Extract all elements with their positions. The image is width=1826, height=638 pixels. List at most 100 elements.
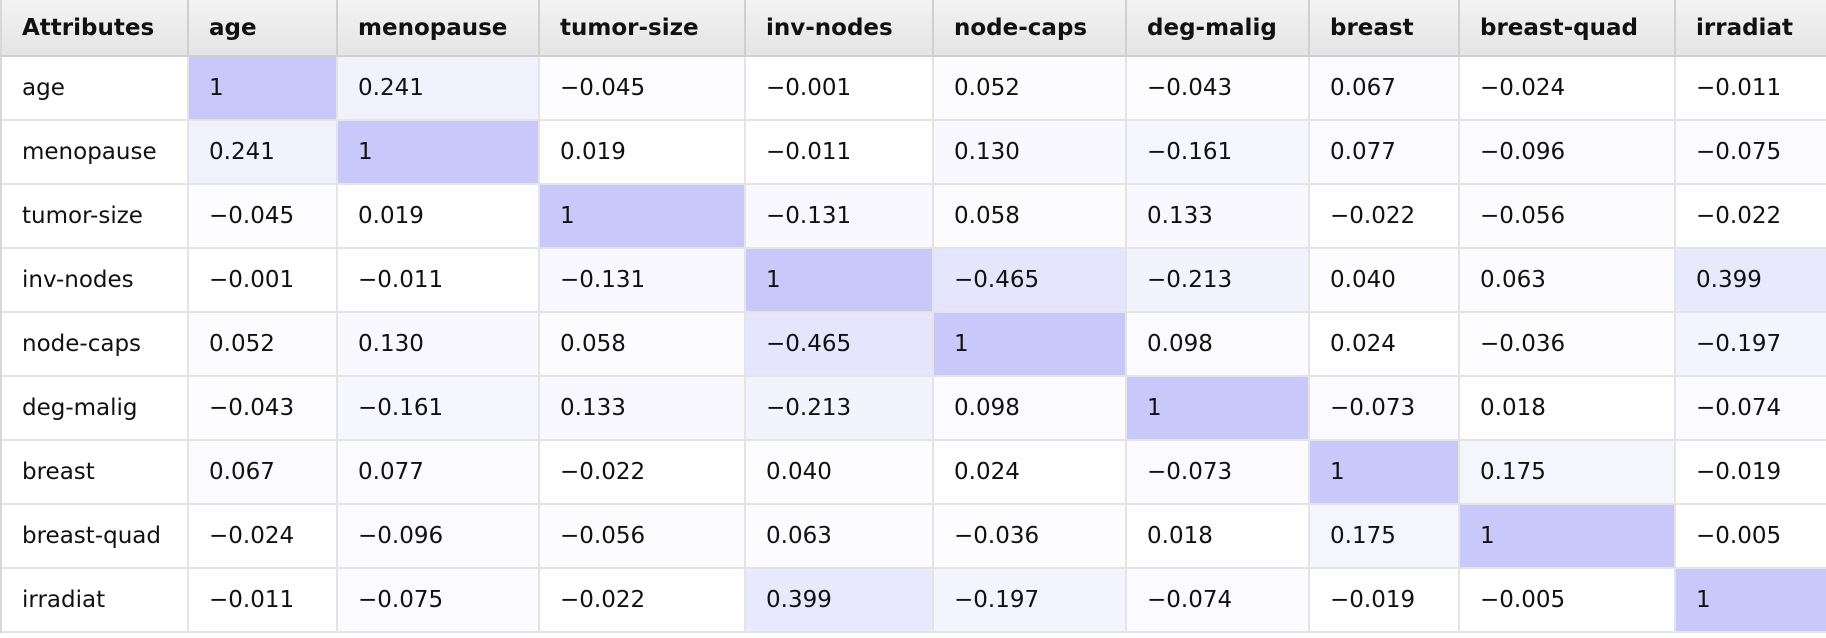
row-label-breast: breast [2,441,189,505]
correlation-cell: 0.133 [1127,185,1310,249]
correlation-cell: −0.161 [1127,121,1310,185]
correlation-cell: −0.005 [1676,505,1826,569]
correlation-cell: −0.001 [746,57,934,121]
correlation-cell: 0.077 [338,441,540,505]
correlation-cell: 1 [189,57,338,121]
column-header-breast[interactable]: breast [1310,0,1460,57]
correlation-cell: −0.011 [189,569,338,633]
correlation-cell: −0.075 [338,569,540,633]
correlation-cell: 0.018 [1127,505,1310,569]
correlation-cell: −0.036 [1460,313,1676,377]
correlation-cell: −0.197 [934,569,1127,633]
correlation-cell: 0.019 [338,185,540,249]
correlation-cell: 1 [1310,441,1460,505]
correlation-cell: −0.022 [540,441,746,505]
correlation-cell: 0.077 [1310,121,1460,185]
column-header-tumor-size[interactable]: tumor-size [540,0,746,57]
correlation-cell: 0.024 [1310,313,1460,377]
correlation-cell: −0.019 [1676,441,1826,505]
correlation-cell: −0.075 [1676,121,1826,185]
correlation-cell: 0.040 [746,441,934,505]
correlation-cell: 1 [934,313,1127,377]
correlation-cell: −0.465 [746,313,934,377]
correlation-cell: −0.024 [189,505,338,569]
correlation-cell: −0.131 [746,185,934,249]
correlation-cell: 0.098 [934,377,1127,441]
row-label-breast-quad: breast-quad [2,505,189,569]
correlation-cell: 0.067 [1310,57,1460,121]
correlation-cell: 0.399 [746,569,934,633]
correlation-cell: 0.241 [338,57,540,121]
correlation-cell: −0.074 [1676,377,1826,441]
correlation-cell: −0.465 [934,249,1127,313]
correlation-cell: 0.052 [934,57,1127,121]
correlation-cell: 0.098 [1127,313,1310,377]
correlation-cell: −0.213 [746,377,934,441]
correlation-cell: 0.130 [934,121,1127,185]
correlation-cell: −0.131 [540,249,746,313]
correlation-cell: 0.058 [540,313,746,377]
correlation-cell: −0.043 [1127,57,1310,121]
correlation-cell: 0.058 [934,185,1127,249]
column-header-age[interactable]: age [189,0,338,57]
correlation-cell: −0.073 [1310,377,1460,441]
correlation-cell: −0.096 [338,505,540,569]
column-header-menopause[interactable]: menopause [338,0,540,57]
correlation-cell: 0.175 [1310,505,1460,569]
correlation-cell: −0.019 [1310,569,1460,633]
row-label-irradiat: irradiat [2,569,189,633]
column-header-deg-malig[interactable]: deg-malig [1127,0,1310,57]
correlation-cell: −0.011 [1676,57,1826,121]
correlation-cell: 0.040 [1310,249,1460,313]
correlation-cell: −0.096 [1460,121,1676,185]
row-label-inv-nodes: inv-nodes [2,249,189,313]
correlation-cell: −0.001 [189,249,338,313]
correlation-cell: 0.133 [540,377,746,441]
correlation-cell: −0.197 [1676,313,1826,377]
column-header-attributes[interactable]: Attributes [2,0,189,57]
correlation-cell: 0.052 [189,313,338,377]
correlation-cell: 0.067 [189,441,338,505]
correlation-cell: 0.175 [1460,441,1676,505]
correlation-cell: 0.063 [1460,249,1676,313]
correlation-cell: −0.024 [1460,57,1676,121]
correlation-cell: 0.019 [540,121,746,185]
correlation-cell: 0.130 [338,313,540,377]
correlation-cell: −0.056 [540,505,746,569]
correlation-cell: −0.005 [1460,569,1676,633]
row-label-deg-malig: deg-malig [2,377,189,441]
correlation-cell: −0.074 [1127,569,1310,633]
row-label-age: age [2,57,189,121]
correlation-cell: −0.011 [338,249,540,313]
correlation-cell: −0.045 [540,57,746,121]
correlation-cell: −0.011 [746,121,934,185]
correlation-cell: 0.399 [1676,249,1826,313]
row-label-node-caps: node-caps [2,313,189,377]
column-header-breast-quad[interactable]: breast-quad [1460,0,1676,57]
correlation-cell: −0.045 [189,185,338,249]
correlation-cell: −0.022 [540,569,746,633]
correlation-cell: 1 [1460,505,1676,569]
correlation-cell: −0.022 [1676,185,1826,249]
row-label-tumor-size: tumor-size [2,185,189,249]
correlation-cell: 0.024 [934,441,1127,505]
correlation-cell: 0.241 [189,121,338,185]
correlation-cell: −0.213 [1127,249,1310,313]
correlation-cell: −0.073 [1127,441,1310,505]
column-header-node-caps[interactable]: node-caps [934,0,1127,57]
column-header-inv-nodes[interactable]: inv-nodes [746,0,934,57]
correlation-cell: −0.036 [934,505,1127,569]
correlation-cell: 1 [1676,569,1826,633]
correlation-cell: 0.063 [746,505,934,569]
correlation-cell: 1 [540,185,746,249]
row-label-menopause: menopause [2,121,189,185]
column-header-irradiat[interactable]: irradiat [1676,0,1826,57]
correlation-cell: −0.022 [1310,185,1460,249]
correlation-cell: 1 [338,121,540,185]
correlation-cell: −0.056 [1460,185,1676,249]
correlation-cell: −0.043 [189,377,338,441]
correlation-cell: 1 [746,249,934,313]
correlation-cell: 0.018 [1460,377,1676,441]
correlation-cell: −0.161 [338,377,540,441]
